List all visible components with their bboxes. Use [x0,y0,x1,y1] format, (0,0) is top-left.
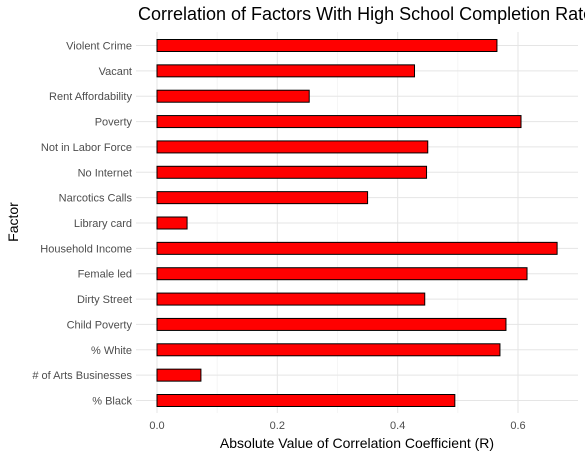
bar [156,115,522,129]
x-tick-label: 0.6 [510,420,525,432]
y-axis-title: Factor [5,202,21,242]
x-tick-label: 0.4 [390,420,405,432]
bar [156,241,558,255]
bar [156,343,501,357]
bar [156,368,202,382]
bars [156,39,558,407]
y-tick-label: Vacant [99,66,132,78]
y-axis-tick-labels: Violent Crime Vacant Rent Affordability Pov… [32,41,132,408]
y-tick-label: Narcotics Calls [59,193,133,205]
x-axis-title: Absolute Value of Correlation Coefficien… [220,435,494,451]
y-tick-label: % White [91,345,132,357]
y-tick-label: Library card [74,218,132,230]
y-tick-label: Child Poverty [67,319,133,331]
y-tick-label: Violent Crime [66,41,132,53]
bar [156,191,369,205]
bar [156,39,498,52]
y-tick-label: Female led [78,269,132,281]
bar [156,317,507,331]
y-tick-label: Household Income [40,243,132,255]
x-axis-tick-labels: 0.0 0.2 0.4 0.6 [149,420,525,432]
bar [156,216,188,230]
y-tick-label: # of Arts Businesses [32,370,132,382]
y-tick-label: Rent Affordability [49,91,132,103]
bar [156,89,310,103]
y-tick-label: No Internet [78,167,132,179]
bar [156,64,416,78]
y-tick-label: Poverty [95,117,133,129]
bar [156,165,428,179]
y-tick-label: % Black [92,396,132,408]
x-tick-label: 0.0 [149,420,164,432]
bar [156,394,456,407]
y-tick-label: Not in Labor Force [41,142,132,154]
chart-title: Correlation of Factors With High School … [138,4,585,24]
x-tick-label: 0.2 [270,420,285,432]
y-tick-label: Dirty Street [77,294,132,306]
bar [156,292,426,306]
bar [156,140,429,154]
bar [156,267,528,281]
